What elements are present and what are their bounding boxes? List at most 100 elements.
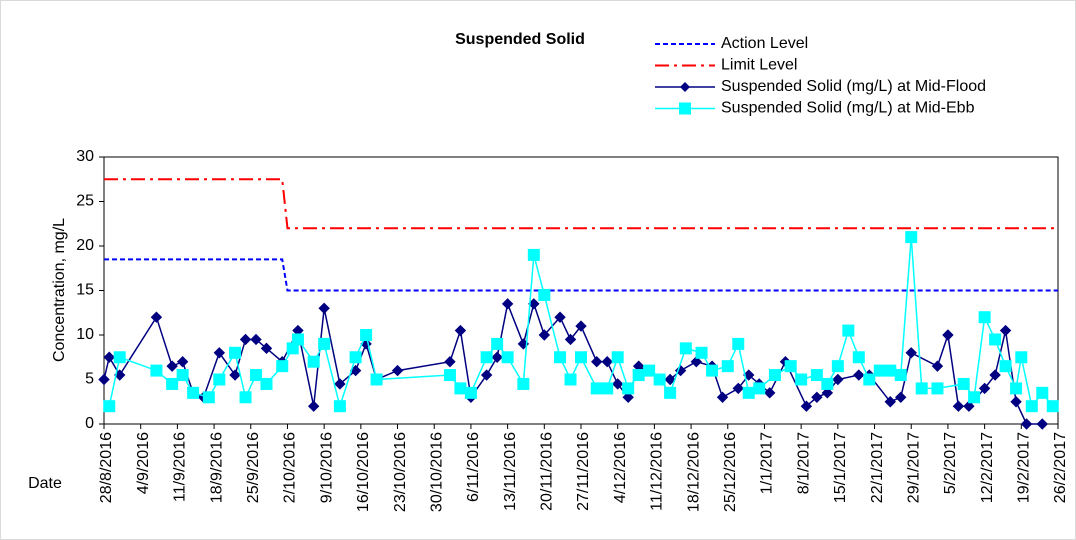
data-point (564, 333, 577, 346)
data-point (1036, 386, 1049, 399)
data-point (742, 386, 755, 399)
x-tick-label: 4/9/2016 (135, 432, 152, 494)
data-point (989, 369, 1001, 381)
data-point (963, 400, 975, 412)
x-tick-label: 15/1/2017 (832, 432, 849, 503)
data-point (931, 360, 944, 372)
data-point (1015, 351, 1028, 364)
data-point (601, 382, 614, 395)
legend-marker (680, 82, 690, 92)
x-tick-label: 19/2/2017 (1016, 432, 1033, 503)
data-point (213, 373, 226, 386)
x-tick-label: 1/1/2017 (759, 432, 776, 494)
data-point (103, 400, 116, 413)
data-point (632, 369, 645, 382)
x-tick-label: 23/10/2016 (392, 432, 409, 512)
data-point (716, 391, 729, 404)
data-point (884, 396, 896, 408)
data-point (150, 311, 163, 323)
data-point (690, 355, 703, 368)
data-point (795, 373, 808, 386)
data-point (590, 382, 603, 395)
data-point (821, 387, 834, 399)
data-point (454, 324, 467, 337)
x-tick-label: 2/10/2016 (282, 432, 299, 503)
y-tick-label: 20 (76, 237, 94, 254)
data-point (454, 382, 467, 395)
data-point (538, 288, 551, 301)
x-tick-label: 11/9/2016 (172, 432, 189, 502)
data-point (444, 355, 456, 368)
data-point (307, 355, 320, 368)
x-tick-label: 11/12/2016 (649, 432, 666, 511)
data-point (229, 346, 242, 359)
data-point (643, 364, 656, 377)
y-tick-label: 10 (76, 326, 94, 343)
data-point (527, 248, 540, 261)
data-point (213, 347, 226, 359)
data-point (1025, 400, 1038, 413)
data-point (318, 302, 330, 315)
data-point (291, 333, 304, 346)
data-point (957, 377, 970, 390)
data-point (554, 311, 566, 323)
x-tick-label: 18/12/2016 (685, 432, 702, 512)
y-tick-label: 25 (76, 193, 94, 210)
data-point (176, 369, 189, 382)
data-point (622, 382, 635, 395)
legend-marker (679, 102, 691, 115)
data-point (978, 382, 991, 395)
data-point (250, 369, 263, 382)
data-point (999, 360, 1012, 373)
data-point (853, 369, 865, 381)
data-point (480, 369, 493, 381)
data-point (706, 364, 719, 377)
data-point (674, 364, 687, 377)
data-point (591, 355, 603, 368)
data-point (800, 400, 813, 412)
y-tick-label: 30 (76, 148, 94, 165)
data-point (260, 342, 273, 355)
data-point (622, 391, 634, 404)
data-point (811, 391, 823, 404)
data-point (895, 391, 907, 404)
data-point (349, 351, 362, 364)
x-tick-label: 16/10/2016 (355, 432, 372, 512)
data-point (575, 351, 587, 364)
data-point (653, 373, 666, 386)
x-axis-label: Date (28, 475, 62, 492)
data-point (884, 364, 897, 377)
data-point (443, 369, 456, 382)
data-point (942, 329, 954, 341)
data-point (1010, 382, 1023, 395)
data-point (831, 360, 844, 373)
data-point (695, 346, 708, 359)
data-point (721, 360, 734, 373)
x-tick-label: 12/2/2017 (979, 432, 996, 503)
data-point (538, 329, 551, 341)
y-tick-label: 15 (76, 282, 94, 299)
data-point (905, 231, 918, 244)
data-point (905, 347, 917, 359)
x-tick-label: 27/11/2016 (575, 432, 592, 511)
data-point (307, 400, 320, 412)
data-point (187, 386, 200, 399)
x-tick-label: 5/2/2017 (942, 432, 959, 494)
data-point (491, 337, 504, 350)
data-point (611, 351, 624, 364)
x-tick-label: 30/10/2016 (428, 432, 445, 512)
data-point (763, 387, 776, 399)
data-point (679, 342, 692, 355)
data-point (176, 355, 189, 368)
data-point (931, 382, 944, 395)
x-tick-label: 25/12/2016 (722, 432, 739, 512)
data-point (601, 355, 613, 368)
data-point (98, 373, 110, 386)
data-point (250, 333, 262, 346)
data-point (564, 373, 577, 386)
data-point (113, 351, 126, 364)
data-point (1036, 418, 1048, 430)
data-point (318, 337, 331, 350)
data-point (150, 364, 163, 377)
